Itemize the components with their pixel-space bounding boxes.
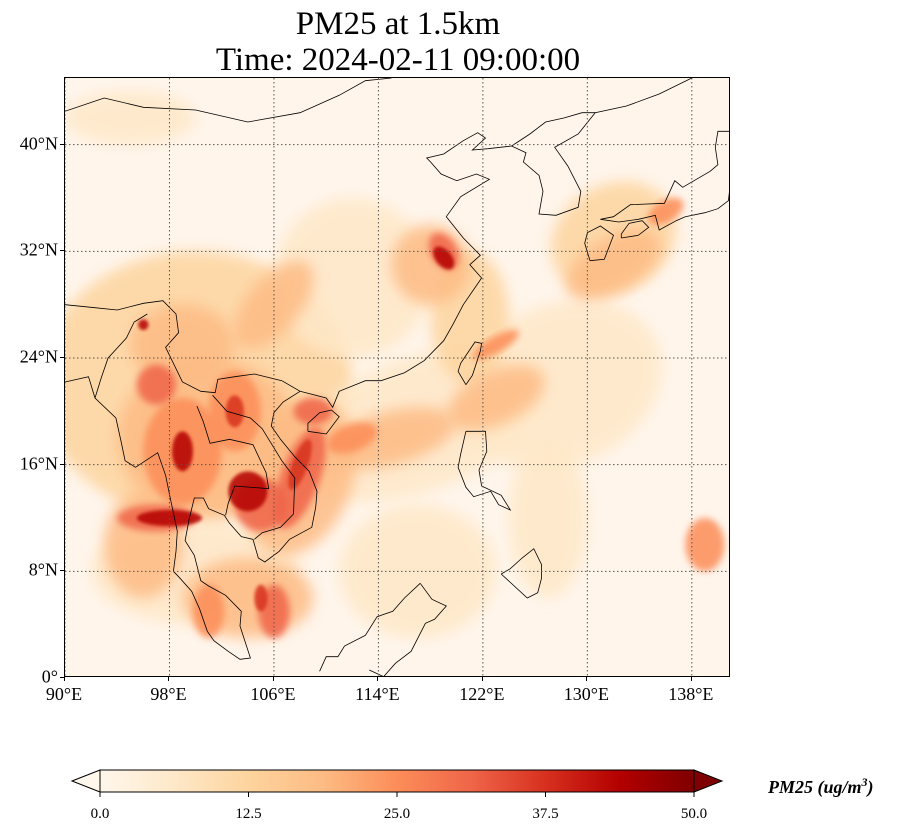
coastline <box>500 548 542 599</box>
x-tick-mark <box>168 677 170 681</box>
pm25-plume <box>328 407 455 469</box>
pm25-plume <box>327 422 378 454</box>
pm25-plume <box>225 395 244 428</box>
coastline <box>65 78 392 123</box>
pm25-plume <box>138 319 149 330</box>
pm25-plume <box>509 438 588 598</box>
x-tick-label: 122°E <box>459 684 505 704</box>
pm25-plume <box>192 584 225 638</box>
x-tick-mark <box>272 677 274 681</box>
coastline <box>319 583 421 672</box>
y-tick-mark <box>60 357 64 358</box>
pm25-plume <box>472 329 519 360</box>
coastline <box>307 409 340 435</box>
coastline <box>457 341 483 385</box>
coastline <box>457 430 512 511</box>
gridlines <box>65 78 729 676</box>
coastline <box>94 313 148 399</box>
colorbar-tick-label: 25.0 <box>383 806 411 822</box>
colorbar-label-close: ) <box>867 777 874 797</box>
pm25-plume <box>172 431 193 472</box>
pm25-plume <box>447 365 545 431</box>
colorbar-tick-label: 0.0 <box>90 806 110 822</box>
map-timestamp: Time: 2024-02-11 09:00:00 <box>215 42 581 78</box>
pm25-plume <box>65 91 196 145</box>
x-tick-mark <box>586 677 588 681</box>
pm25-field <box>65 78 729 676</box>
coastline <box>369 583 447 676</box>
x-tick-label: 130°E <box>563 684 609 704</box>
pm25-plume <box>293 398 333 425</box>
coastlines <box>65 78 729 676</box>
y-tick-mark <box>60 143 64 145</box>
y-tick-mark <box>60 677 64 678</box>
colorbar-label-exponent: 3 <box>861 775 868 789</box>
coastline <box>212 395 296 540</box>
y-tick-mark <box>60 570 64 572</box>
y-tick-label: 16°N <box>19 453 58 474</box>
coastline <box>196 405 270 516</box>
coastline <box>65 376 318 660</box>
colorbar <box>70 769 724 797</box>
pm25-plume <box>685 518 725 572</box>
pm25-plume <box>130 304 235 385</box>
x-tick-label: 106°E <box>250 684 296 704</box>
coastline <box>600 130 729 231</box>
map-title: PM25 at 1.5km <box>295 6 501 42</box>
colorbar-tick-label: 37.5 <box>532 806 559 822</box>
pm25-plume <box>566 229 661 300</box>
y-tick-label: 24°N <box>19 346 58 367</box>
colorbar-label-text: PM25 (ug/m <box>768 777 862 797</box>
y-tick-label: 8°N <box>28 559 58 580</box>
colorbar-max-arrow <box>693 769 724 793</box>
pm25-plume <box>391 224 470 305</box>
x-tick-mark <box>690 677 692 681</box>
x-tick-label: 114°E <box>355 684 400 704</box>
y-tick-mark <box>60 463 64 465</box>
pm25-plume <box>647 197 684 225</box>
x-tick-label: 138°E <box>668 684 714 704</box>
pm25-plume <box>254 584 268 612</box>
y-tick-label: 40°N <box>19 133 58 154</box>
pm25-plume <box>433 246 455 270</box>
coastline <box>300 78 692 409</box>
x-tick-label: 98°E <box>150 684 187 704</box>
colorbar-min-arrow <box>70 769 101 793</box>
colorbar-tick-label: 12.5 <box>235 806 262 822</box>
x-tick-mark <box>481 677 483 681</box>
coastline <box>620 220 650 239</box>
y-tick-label: 32°N <box>19 239 58 260</box>
map-panel <box>64 77 730 677</box>
y-tick-mark <box>60 250 64 252</box>
colorbar-gradient <box>99 769 695 793</box>
pm25-plume <box>234 260 314 349</box>
x-tick-mark <box>377 677 379 681</box>
coastline <box>584 225 614 262</box>
pm25-plume <box>136 364 176 405</box>
x-tick-label: 90°E <box>45 684 83 704</box>
y-tick-label: 0° <box>41 666 58 687</box>
coastline <box>511 112 596 147</box>
pm25-plume <box>228 471 268 512</box>
x-tick-mark <box>64 677 65 681</box>
colorbar-tick-label: 50.0 <box>680 806 708 822</box>
coastline <box>65 300 301 394</box>
pm25-plume <box>273 198 431 358</box>
colorbar-label: PM25 (ug/m3) <box>768 775 874 798</box>
